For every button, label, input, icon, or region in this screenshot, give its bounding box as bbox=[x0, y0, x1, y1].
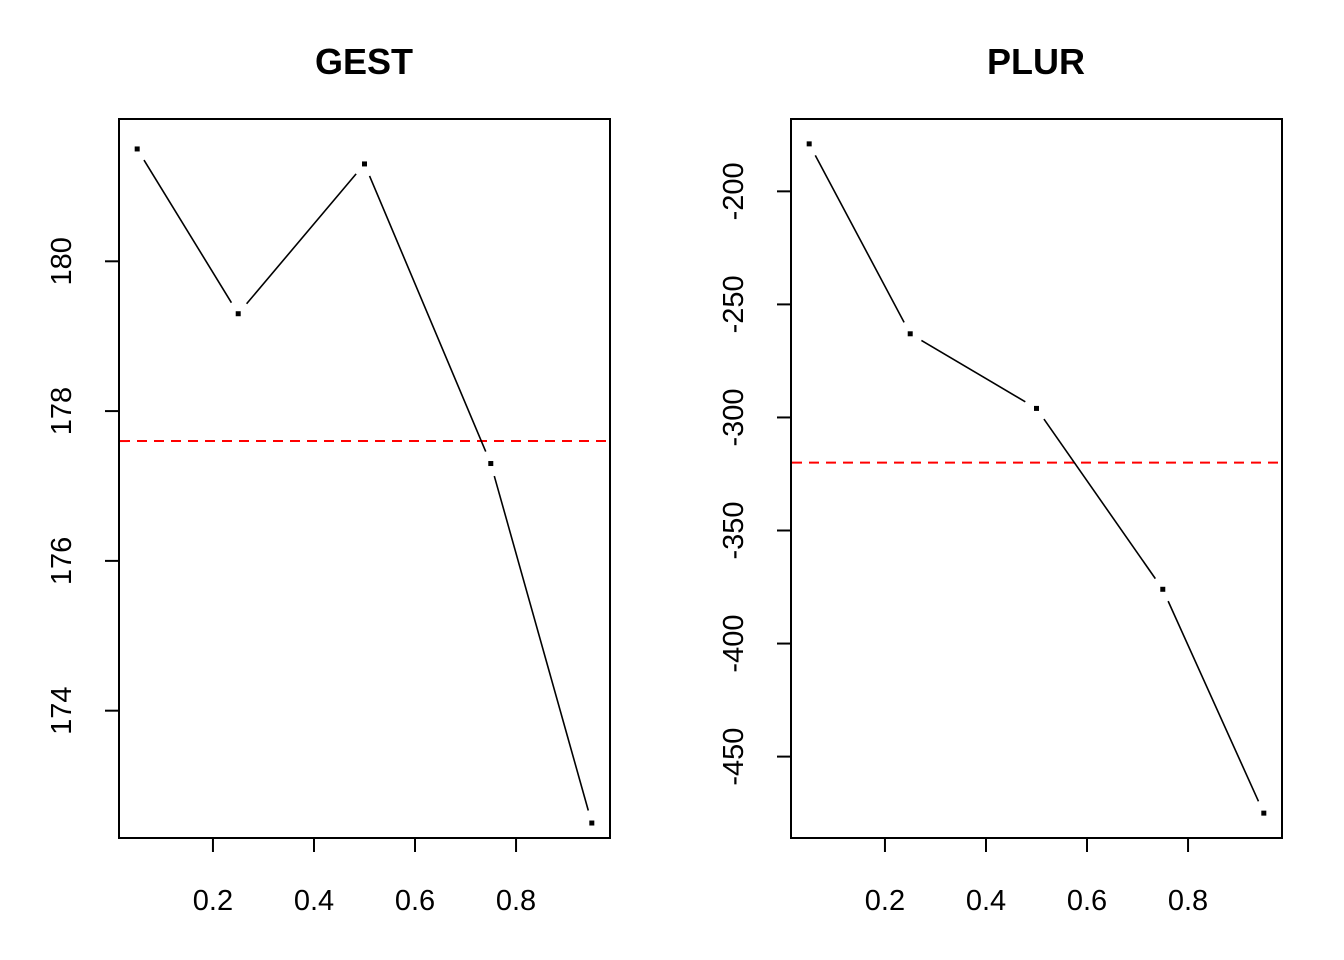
plur-title: PLUR bbox=[987, 41, 1085, 82]
gest-x-tick-label: 0.2 bbox=[193, 885, 233, 917]
gest-line-segment bbox=[368, 175, 487, 452]
plur-data-point bbox=[1034, 405, 1039, 411]
gest-line-segment bbox=[245, 173, 357, 305]
plur-data-point bbox=[806, 141, 812, 147]
plur-data-point bbox=[907, 331, 913, 337]
plur-plot-frame bbox=[790, 118, 1283, 839]
plur-y-tick-label: -200 bbox=[718, 162, 750, 220]
plur-data-point bbox=[1160, 586, 1166, 592]
gest-y-tick-label: 174 bbox=[46, 686, 78, 734]
plur-panel: PLUR 0.2 0.4 0.6 0.8 -450 -400 -350 -300 -250 -20… bbox=[718, 41, 1283, 917]
plur-x-tick-label: 0.8 bbox=[1168, 885, 1208, 917]
plur-y-tick-label: -250 bbox=[718, 275, 750, 333]
plur-y-tick-label: -450 bbox=[718, 728, 750, 786]
gest-y-tick-label: 176 bbox=[46, 537, 78, 585]
gest-data-point bbox=[235, 311, 241, 317]
gest-data-point bbox=[589, 820, 595, 826]
plur-data-point bbox=[1261, 810, 1267, 816]
gest-line-segment bbox=[143, 159, 233, 304]
gest-x-tick-label: 0.4 bbox=[294, 885, 334, 917]
plur-x-tick-label: 0.2 bbox=[865, 885, 905, 917]
gest-x-tick-label: 0.6 bbox=[395, 885, 435, 917]
gest-data-point bbox=[362, 161, 367, 167]
plur-line-segment bbox=[1167, 600, 1260, 802]
gest-x-tick-label: 0.8 bbox=[496, 885, 536, 917]
plur-x-tick-label: 0.4 bbox=[966, 885, 1006, 917]
gest-y-tick-label: 178 bbox=[46, 387, 78, 435]
gest-line-segment bbox=[493, 475, 590, 811]
plur-line-segment bbox=[1043, 418, 1157, 580]
plur-x-tick-label: 0.6 bbox=[1067, 885, 1107, 917]
plur-line-segment bbox=[920, 339, 1026, 403]
gest-plot-frame bbox=[118, 118, 611, 839]
plur-y-tick-label: -400 bbox=[718, 615, 750, 673]
gest-y-tick-label: 180 bbox=[46, 237, 78, 285]
gest-data-point bbox=[134, 146, 140, 152]
plur-y-tick-label: -350 bbox=[718, 501, 750, 559]
plur-line-segment bbox=[814, 154, 905, 323]
plur-y-tick-label: -300 bbox=[718, 388, 750, 446]
gest-panel: GEST 0.2 0.4 0.6 0.8 174 176 178 180 bbox=[46, 41, 611, 917]
gest-data-point bbox=[488, 461, 494, 467]
gest-title: GEST bbox=[315, 41, 413, 82]
